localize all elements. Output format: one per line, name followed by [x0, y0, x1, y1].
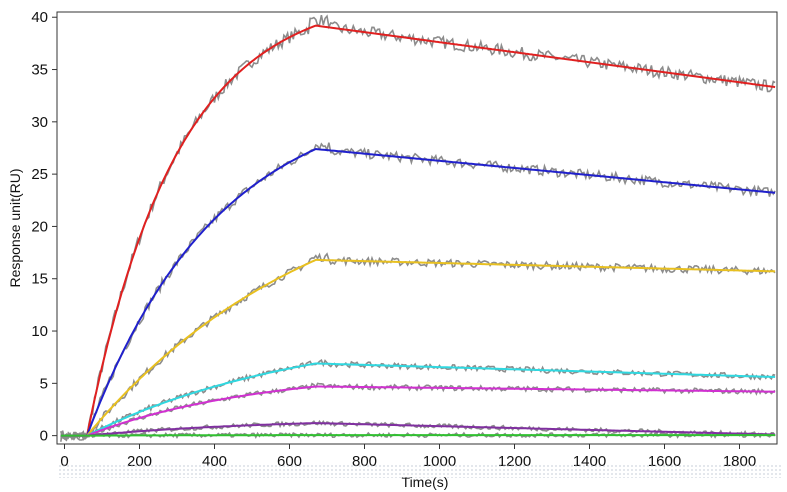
- y-tick-label: 15: [31, 271, 48, 288]
- measured-curves: [60, 14, 776, 442]
- measured-curve-4: [60, 359, 776, 440]
- fit-curve-3: [60, 258, 776, 437]
- y-tick-label: 0: [40, 428, 48, 445]
- fit-curve-5: [60, 385, 776, 437]
- x-tick-label: 0: [60, 453, 68, 470]
- x-axis-title: Time(s): [402, 474, 449, 490]
- y-tick-label: 35: [31, 62, 48, 79]
- y-tick-label: 40: [31, 9, 48, 26]
- y-tick-label: 30: [31, 114, 48, 131]
- fit-curve-7: [60, 434, 776, 437]
- fit-curve-4: [60, 362, 776, 437]
- y-axis: 0 5 10 15 20 25 30 35 40: [31, 9, 57, 445]
- y-tick-label: 25: [31, 166, 48, 183]
- measured-curve-3: [60, 252, 776, 441]
- fitted-curves: [60, 24, 776, 437]
- fit-curve-1: [60, 24, 776, 437]
- y-tick-label: 10: [31, 323, 48, 340]
- plot-frame: [56, 11, 778, 445]
- fit-curve-6: [60, 422, 776, 437]
- bottom-dotted-strip: [58, 464, 783, 478]
- y-axis-title: Response unit(RU): [7, 168, 23, 287]
- measured-curve-2: [60, 142, 776, 442]
- y-tick-label: 5: [40, 375, 48, 392]
- measured-curve-1: [60, 14, 776, 442]
- y-tick-label: 20: [31, 218, 48, 235]
- plot-border: [56, 11, 778, 445]
- fit-curve-2: [60, 147, 776, 437]
